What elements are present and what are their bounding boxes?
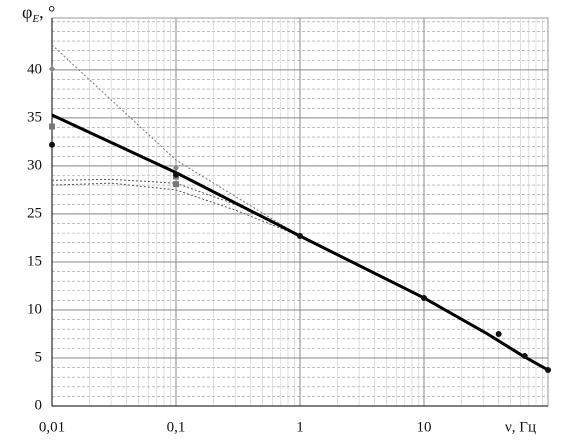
y-tick-label: 5	[35, 349, 43, 365]
x-tick-label: 10	[417, 419, 432, 435]
y-tick-label: 0	[35, 397, 43, 413]
marker	[49, 141, 55, 148]
x-tick-label: 1	[296, 419, 304, 435]
series-line	[51, 182, 301, 237]
y-axis-label: φE, °	[22, 2, 55, 24]
marker	[173, 171, 179, 178]
marker	[421, 294, 427, 301]
x-tick-label: 0,1	[167, 419, 186, 435]
marker	[49, 65, 55, 73]
marker	[545, 366, 551, 373]
y-label-sub: E	[31, 13, 39, 25]
y-tick-label: 30	[27, 157, 42, 173]
marker	[521, 353, 528, 360]
y-tick-label: 35	[27, 109, 42, 125]
marker	[173, 164, 179, 172]
y-tick-label: 15	[27, 253, 42, 269]
marker	[297, 233, 303, 240]
marker	[173, 181, 179, 188]
y-label-suffix: , °	[39, 2, 55, 22]
series-line	[51, 44, 301, 237]
y-tick-label: 40	[27, 61, 42, 77]
x-tick-label: 0,01	[39, 419, 65, 435]
y-label-main: φ	[22, 2, 32, 22]
y-tick-label: 10	[27, 301, 42, 317]
y-tick-label: 25	[27, 205, 42, 221]
x-axis-label: ν, Гц	[505, 419, 536, 435]
marker	[495, 330, 502, 337]
marker	[49, 123, 55, 130]
